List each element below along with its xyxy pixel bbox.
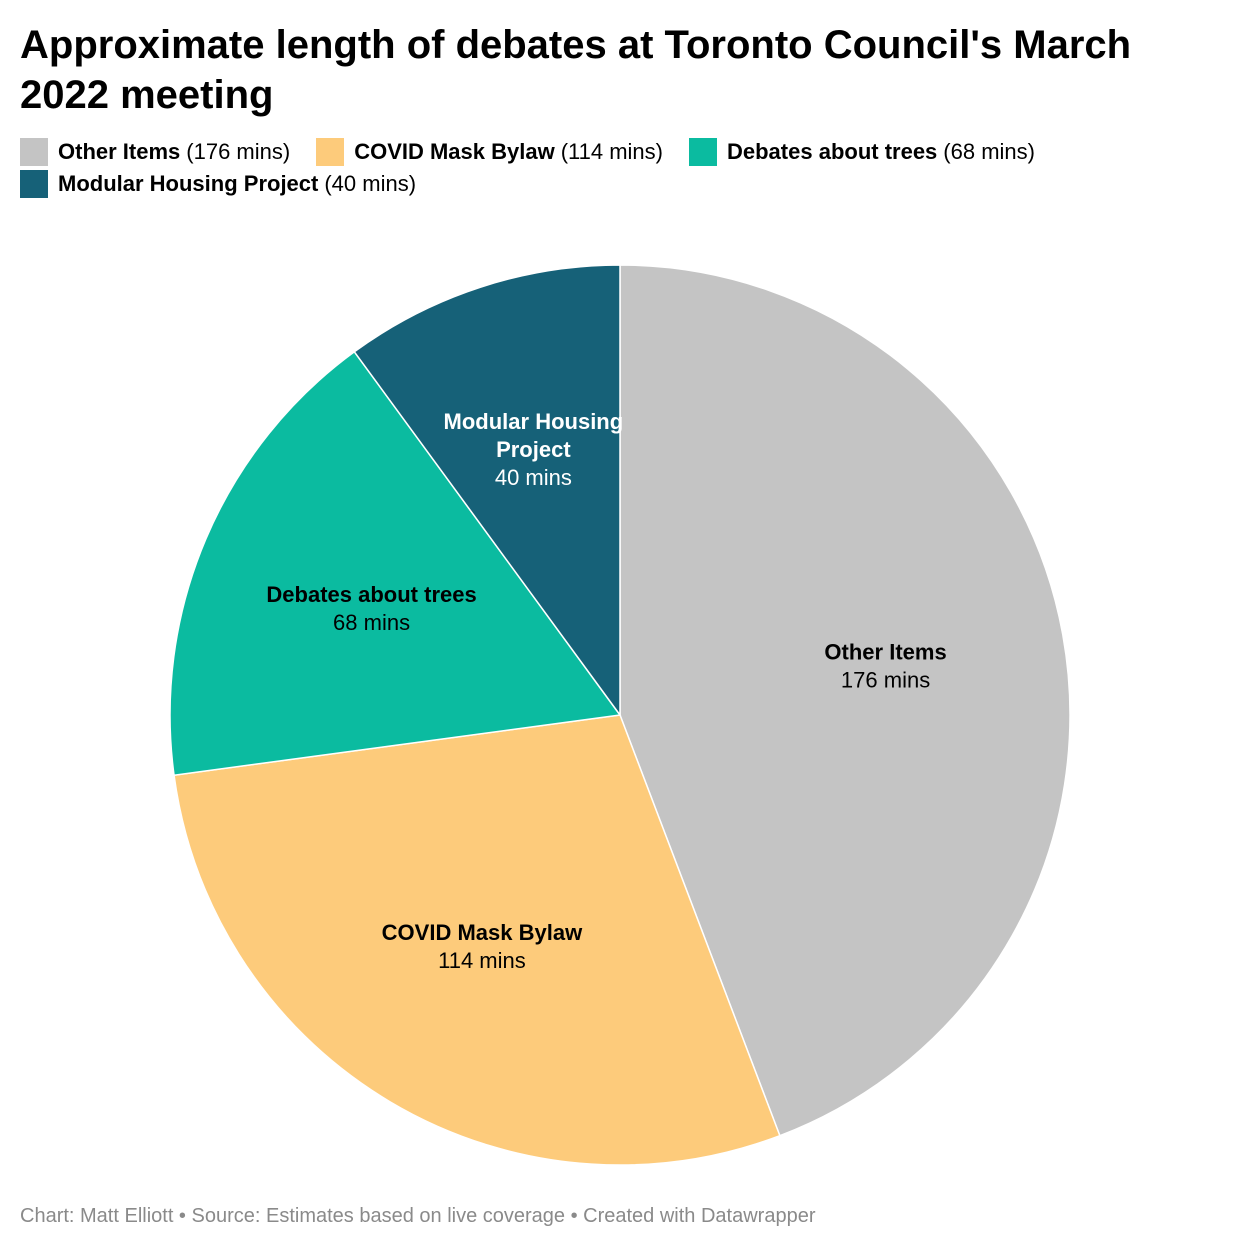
legend-value: (176 mins) xyxy=(186,139,291,164)
slice-label-modular-housing-project: Modular Housing Project 40 mins xyxy=(444,409,624,490)
chart-title: Approximate length of debates at Toronto… xyxy=(20,23,1132,117)
legend-swatch xyxy=(689,138,717,166)
pie-slice-debates-about-trees xyxy=(169,350,622,777)
chart-footer: Chart: Matt Elliott • Source: Estimates … xyxy=(20,1205,816,1227)
legend-value: (114 mins) xyxy=(560,139,663,164)
pie-chart: Other Items 176 mins COVID Mask Bylaw 114 m… xyxy=(169,264,1071,1166)
legend-swatch xyxy=(20,170,48,198)
legend-label: Debates about trees xyxy=(727,139,938,164)
legend-value: (68 mins) xyxy=(943,139,1035,164)
slice-label-value: 176 mins xyxy=(841,667,930,692)
slice-label-name: Project xyxy=(496,437,571,462)
legend-item-modular-housing-project: Modular Housing Project (40 mins) xyxy=(20,170,416,198)
pie-slice-modular-housing-project xyxy=(353,264,621,718)
legend-item-other-items: Other Items (176 mins) xyxy=(20,138,290,166)
legend-item-debates-about-trees: Debates about trees (68 mins) xyxy=(689,138,1035,166)
slice-label-name: Other Items xyxy=(824,639,946,664)
slice-label-debates-about-trees: Debates about trees 68 mins xyxy=(266,582,476,635)
pie-slice-covid-mask-bylaw xyxy=(173,714,781,1166)
legend-swatch xyxy=(20,138,48,166)
slice-label-value: 114 mins xyxy=(438,948,526,973)
slice-label-value: 40 mins xyxy=(495,465,572,490)
legend-label: COVID Mask Bylaw xyxy=(354,139,555,164)
legend-value: (40 mins) xyxy=(324,171,417,196)
slice-label-name: COVID Mask Bylaw xyxy=(382,920,583,945)
slice-label-other-items: Other Items 176 mins xyxy=(824,639,946,692)
pie-slice-other-items xyxy=(619,264,1071,1137)
slice-label-value: 68 mins xyxy=(333,610,410,635)
slice-label-covid-mask-bylaw: COVID Mask Bylaw 114 mins xyxy=(382,920,583,973)
slice-label-name: Modular Housing xyxy=(444,409,624,434)
legend-item-covid-mask-bylaw: COVID Mask Bylaw (114 mins) xyxy=(316,138,663,166)
slice-label-name: Debates about trees xyxy=(266,582,476,607)
legend-label: Other Items xyxy=(58,139,181,164)
legend-label: Modular Housing Project xyxy=(58,171,319,196)
legend: Other Items (176 mins) COVID Mask Bylaw … xyxy=(20,138,1220,198)
legend-swatch xyxy=(316,138,345,166)
